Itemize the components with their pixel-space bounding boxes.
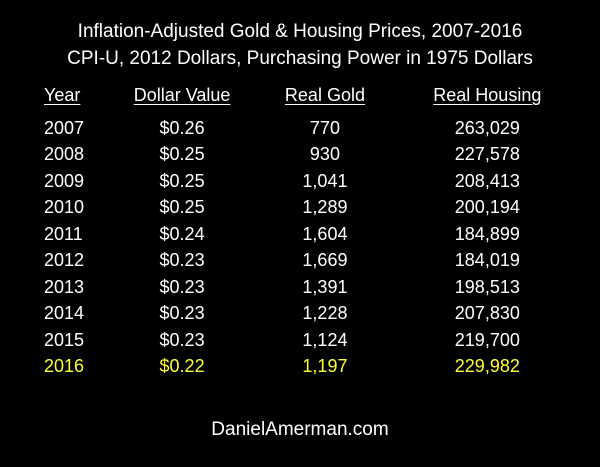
table-row: 2010 $0.25 1,289 200,194	[36, 195, 576, 222]
table-row: 2015 $0.23 1,124 219,700	[36, 327, 576, 354]
cell-year: 2014	[44, 303, 85, 324]
cell-dollar-value: $0.23	[159, 329, 205, 350]
table-body: 2007 $0.26 770 263,029 2008 $0.25 930 227,578 20…	[36, 115, 576, 380]
cell-real-gold: 1,391	[302, 276, 348, 297]
table-row: 2013 $0.23 1,391 198,513	[36, 274, 576, 301]
cell-year: 2015	[44, 329, 85, 350]
header-real-housing: Real Housing	[433, 85, 542, 105]
cell-year: 2016	[44, 356, 85, 377]
cell-real-gold: 1,228	[302, 303, 348, 324]
cell-year: 2012	[44, 250, 85, 271]
data-table: Year Dollar Value Real Gold Real Housing…	[36, 85, 576, 380]
cell-year: 2010	[44, 197, 85, 218]
cell-real-housing: 219,700	[454, 329, 520, 350]
cell-real-housing: 198,513	[454, 276, 520, 297]
cell-dollar-value: $0.23	[159, 303, 205, 324]
table-row: 2016 $0.22 1,197 229,982	[36, 354, 576, 381]
table-row: 2012 $0.23 1,669 184,019	[36, 248, 576, 275]
cell-dollar-value: $0.26	[159, 117, 205, 138]
cell-dollar-value: $0.25	[159, 197, 205, 218]
cell-real-gold: 930	[309, 144, 340, 165]
cell-dollar-value: $0.25	[159, 144, 205, 165]
header-year: Year	[44, 85, 81, 105]
table-row: 2009 $0.25 1,041 208,413	[36, 168, 576, 195]
cell-year: 2008	[44, 144, 85, 165]
cell-real-housing: 207,830	[454, 303, 520, 324]
chart-subtitle: CPI-U, 2012 Dollars, Purchasing Power in…	[67, 48, 533, 69]
cell-real-housing: 229,982	[454, 356, 520, 377]
cell-real-gold: 1,041	[302, 170, 348, 191]
table-row: 2007 $0.26 770 263,029	[36, 115, 576, 142]
cell-real-housing: 184,019	[454, 250, 520, 271]
cell-real-gold: 770	[309, 117, 340, 138]
cell-dollar-value: $0.24	[159, 223, 205, 244]
cell-dollar-value: $0.23	[159, 250, 205, 271]
table-row: 2011 $0.24 1,604 184,899	[36, 221, 576, 248]
cell-real-housing: 184,899	[454, 223, 520, 244]
header-dollar-value: Dollar Value	[133, 85, 231, 105]
table-row: 2008 $0.25 930 227,578	[36, 142, 576, 169]
header-row: Year Dollar Value Real Gold Real Housing	[36, 85, 576, 115]
cell-real-gold: 1,669	[302, 250, 348, 271]
cell-real-housing: 263,029	[454, 117, 520, 138]
cell-year: 2013	[44, 276, 85, 297]
cell-year: 2007	[44, 117, 85, 138]
header-real-gold: Real Gold	[284, 85, 365, 105]
cell-real-housing: 227,578	[454, 144, 520, 165]
cell-real-gold: 1,604	[302, 223, 348, 244]
cell-real-gold: 1,289	[302, 197, 348, 218]
cell-real-housing: 200,194	[454, 197, 520, 218]
cell-dollar-value: $0.23	[159, 276, 205, 297]
cell-real-housing: 208,413	[454, 170, 520, 191]
chart-title: Inflation-Adjusted Gold & Housing Prices…	[77, 21, 523, 42]
chart-title-block: Inflation-Adjusted Gold & Housing Prices…	[0, 18, 600, 72]
cell-year: 2009	[44, 170, 85, 191]
footer-site-credit: DanielAmerman.com	[211, 419, 389, 440]
cell-real-gold: 1,197	[302, 356, 348, 377]
cell-dollar-value: $0.25	[159, 170, 205, 191]
cell-real-gold: 1,124	[302, 329, 348, 350]
cell-dollar-value: $0.22	[159, 356, 205, 377]
table-row: 2014 $0.23 1,228 207,830	[36, 301, 576, 328]
cell-year: 2011	[44, 223, 83, 244]
